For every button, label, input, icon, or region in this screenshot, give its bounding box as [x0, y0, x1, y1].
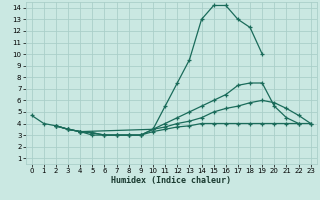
- X-axis label: Humidex (Indice chaleur): Humidex (Indice chaleur): [111, 176, 231, 185]
